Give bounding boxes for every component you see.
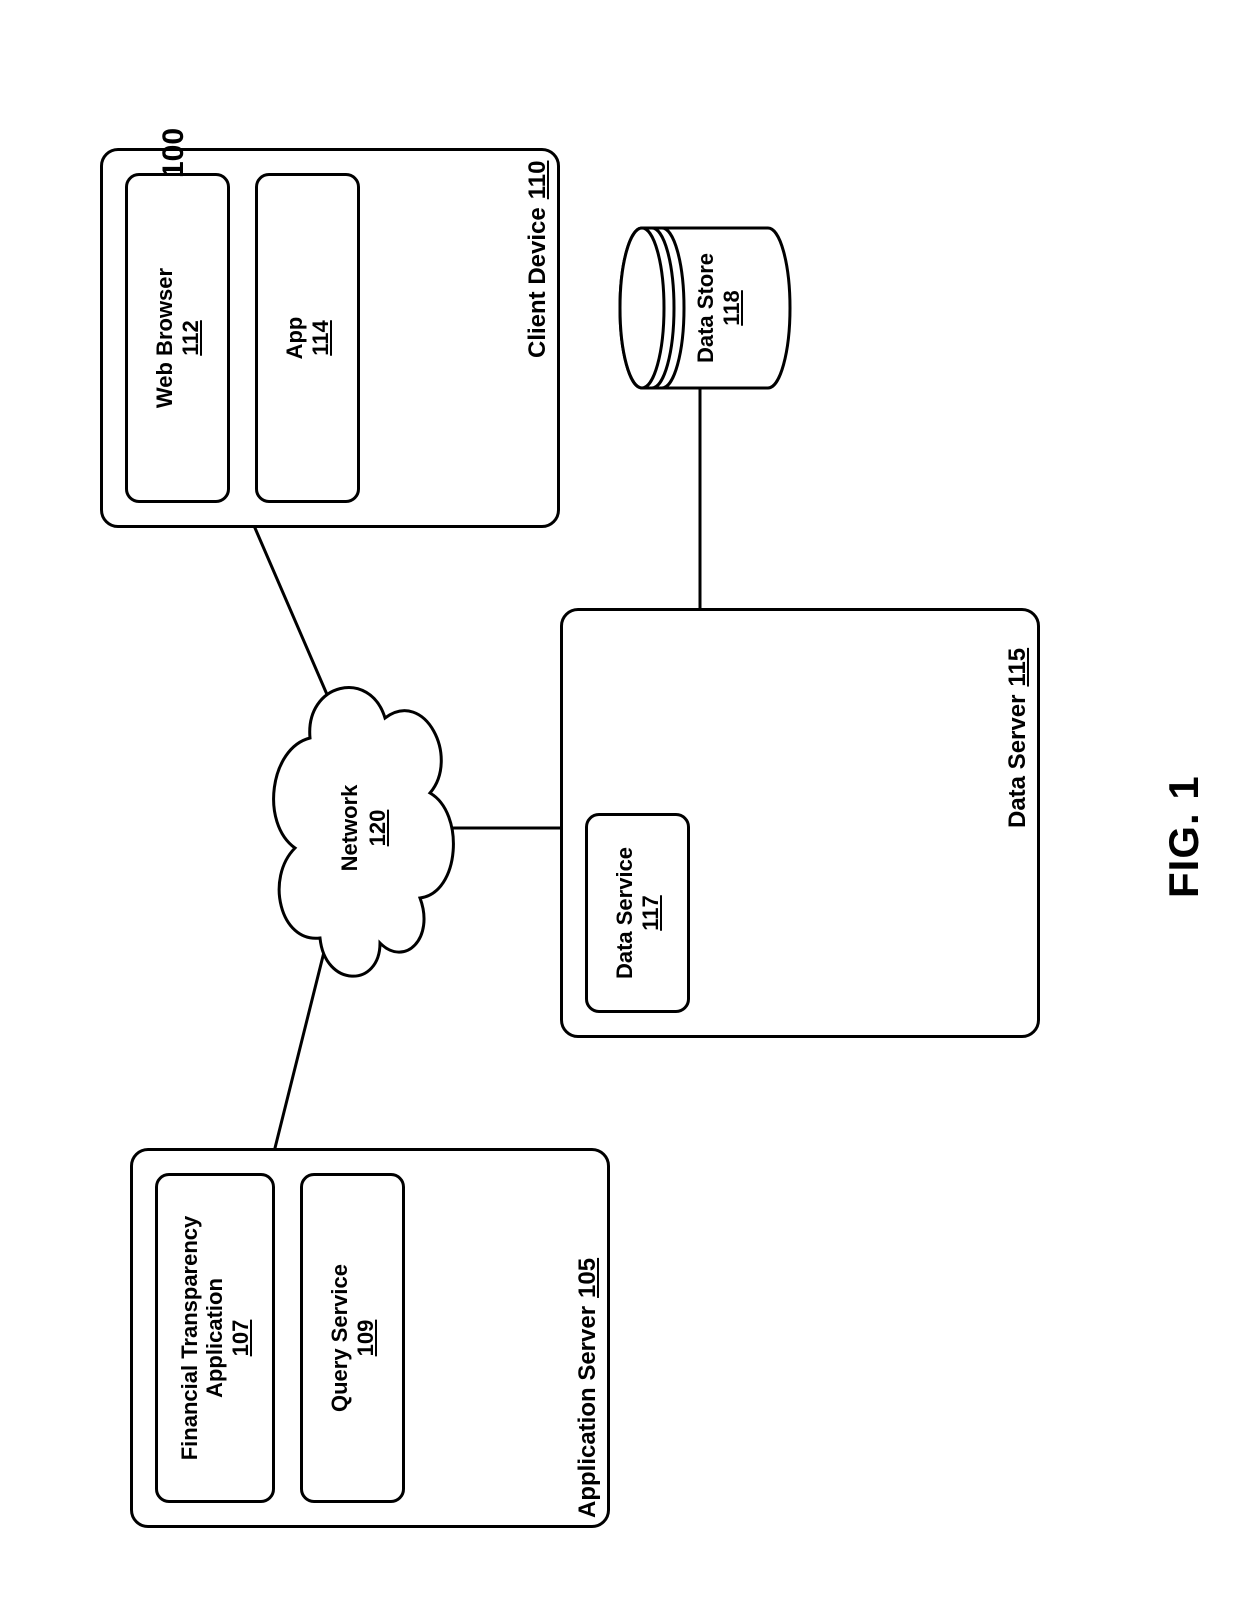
network-cloud xyxy=(274,688,454,977)
data_server-inner-0-title: Data Service xyxy=(612,837,637,989)
data_server-title-text: Data Server xyxy=(1004,695,1031,828)
edge-app_server-cloud xyxy=(275,940,327,1148)
data-store-label: Data Store xyxy=(693,228,719,388)
client_device-inner-1-title: App xyxy=(282,307,307,370)
client_device-inner-1: App114 xyxy=(255,173,360,503)
client_device-title-text: Client Device xyxy=(524,207,551,358)
data_server-inner-0: Data Service117 xyxy=(585,813,690,1013)
app_server-inner-1-title: Query Service xyxy=(327,1254,352,1422)
network-label: Network xyxy=(337,758,363,898)
network-number: 120 xyxy=(365,758,391,898)
data_server-inner-0-number: 117 xyxy=(638,895,663,931)
app_server-inner-1-number: 109 xyxy=(353,1320,378,1357)
diagram-stage: Application Server 105 Financial Transpare… xyxy=(0,0,1240,1618)
figure-caption: FIG. 1 xyxy=(1160,775,1208,898)
client_device-inner-0-number: 112 xyxy=(178,320,203,356)
app_server-title: Application Server 105 xyxy=(574,1258,602,1518)
figure-reference-number: 100 xyxy=(157,128,191,178)
app_server-inner-1: Query Service109 xyxy=(300,1173,405,1503)
data-store-number: 118 xyxy=(719,228,745,388)
client_device-inner-0: Web Browser112 xyxy=(125,173,230,503)
app_server-inner-0-title: Financial Transparency Application xyxy=(177,1176,228,1500)
data_server-title: Data Server 115 xyxy=(1004,648,1032,828)
app_server-title-number: 105 xyxy=(574,1258,601,1298)
edge-client_device-cloud xyxy=(255,528,335,713)
client_device-title: Client Device 110 xyxy=(524,161,552,358)
client_device-inner-1-number: 114 xyxy=(308,320,333,356)
client_device-inner-0-title: Web Browser xyxy=(152,258,177,418)
data_server-title-number: 115 xyxy=(1004,648,1031,687)
app_server-inner-0: Financial Transparency Application107 xyxy=(155,1173,275,1503)
app_server-inner-0-number: 107 xyxy=(228,1320,253,1357)
diagram-surface: Application Server 105 Financial Transpare… xyxy=(0,0,1240,1618)
client_device-title-number: 110 xyxy=(524,161,551,200)
app_server-title-text: Application Server xyxy=(574,1306,601,1518)
